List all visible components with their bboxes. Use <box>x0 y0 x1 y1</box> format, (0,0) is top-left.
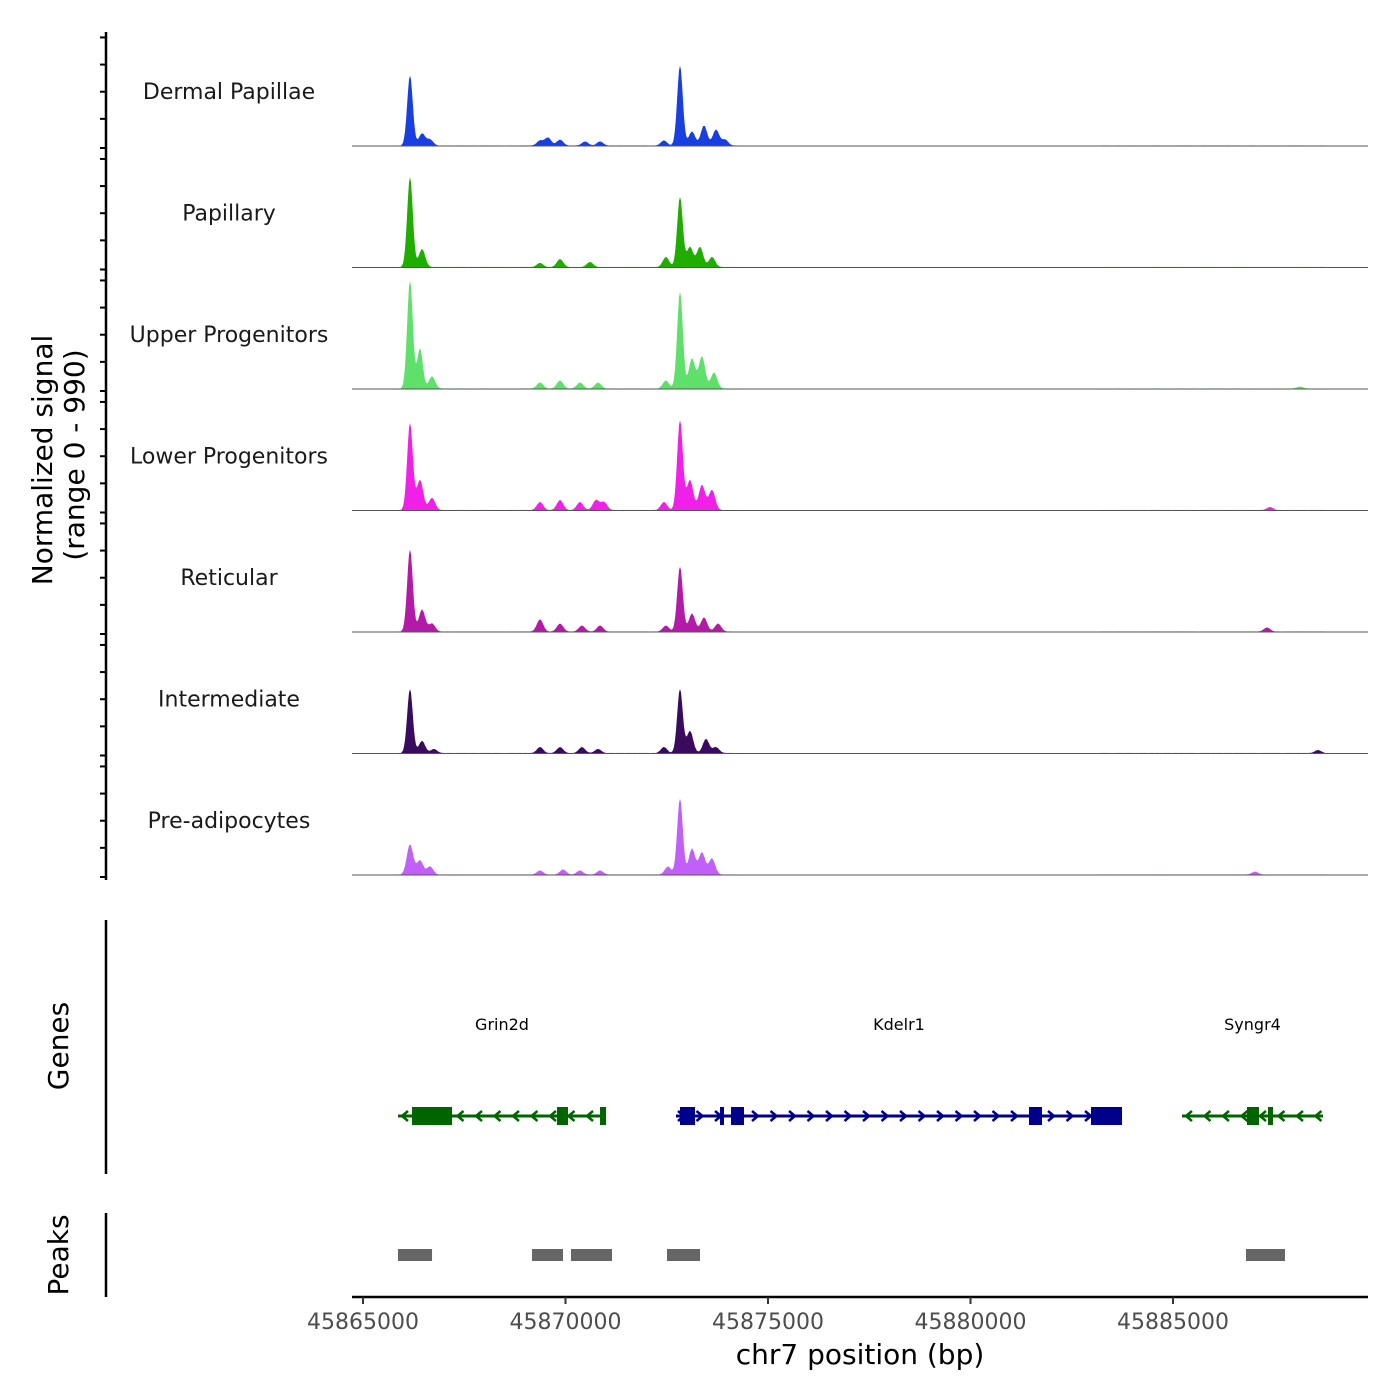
strand-arrow-icon <box>1065 1110 1075 1122</box>
x-tick-label: 45880000 <box>915 1310 1027 1335</box>
peak-region <box>398 1249 433 1261</box>
strand-arrow-icon <box>862 1110 871 1122</box>
peak-region <box>571 1249 613 1261</box>
track-label: Pre-adipocytes <box>148 809 311 834</box>
coverage-area <box>399 65 1325 146</box>
gene-exon <box>557 1107 569 1125</box>
gene-exon <box>730 1107 744 1125</box>
peak-region <box>1245 1249 1285 1261</box>
strand-arrow-icon <box>806 1110 816 1122</box>
strand-arrow-icon <box>1184 1110 1193 1122</box>
strand-arrow-icon <box>1258 1110 1267 1122</box>
strand-arrow-icon <box>1010 1110 1019 1122</box>
gene-grin2d: Grin2d <box>398 1015 607 1125</box>
strand-arrow-icon <box>474 1110 483 1122</box>
x-tick-label: 45875000 <box>712 1310 824 1335</box>
y-axis-title: Normalized signal <box>26 335 59 586</box>
genes-axis-title: Genes <box>42 1002 75 1090</box>
gene-label: Grin2d <box>475 1015 529 1034</box>
coverage-area <box>399 798 1325 875</box>
strand-arrow-icon <box>1313 1110 1323 1122</box>
gene-syngr4: Syngr4 <box>1181 1015 1324 1125</box>
strand-arrow-icon <box>1202 1110 1212 1122</box>
peaks-axis-title: Peaks <box>42 1214 75 1295</box>
strand-arrow-icon <box>843 1110 853 1122</box>
track-dermal-papillae: Dermal Papillae <box>143 65 1368 147</box>
gene-exon <box>1028 1107 1042 1125</box>
gene-exon <box>1090 1107 1123 1125</box>
gene-label: Kdelr1 <box>873 1015 925 1034</box>
strand-arrow-icon <box>825 1110 834 1122</box>
strand-arrow-icon <box>751 1110 760 1122</box>
coverage-area <box>399 549 1325 632</box>
gene-exon <box>412 1107 453 1125</box>
strand-arrow-icon <box>880 1110 890 1122</box>
signal-y-ticks <box>100 36 106 878</box>
x-tick-label: 45865000 <box>307 1310 419 1335</box>
strand-arrow-icon <box>548 1110 557 1122</box>
track-label: Upper Progenitors <box>130 323 329 348</box>
strand-arrow-icon <box>455 1110 465 1122</box>
strand-arrow-icon <box>1295 1110 1304 1122</box>
strand-arrow-icon <box>492 1110 502 1122</box>
strand-arrow-icon <box>1047 1110 1056 1122</box>
x-tick-label: 45885000 <box>1117 1310 1229 1335</box>
strand-arrow-icon <box>788 1110 797 1122</box>
strand-arrow-icon <box>769 1110 779 1122</box>
track-label: Reticular <box>180 566 278 591</box>
track-reticular: Reticular <box>180 549 1368 633</box>
gene-exon <box>1268 1107 1273 1125</box>
gene-kdelr1: Kdelr1 <box>675 1015 1123 1125</box>
track-label: Intermediate <box>158 688 300 713</box>
coverage-area <box>399 177 1325 268</box>
strand-arrow-icon <box>1221 1110 1230 1122</box>
gene-label: Syngr4 <box>1224 1015 1281 1034</box>
track-lower-progenitors: Lower Progenitors <box>130 420 1368 511</box>
coverage-tracks: Dermal Papillae Papillary Upper Progenitor… <box>130 65 1368 876</box>
gene-exon <box>720 1107 725 1125</box>
track-label: Dermal Papillae <box>143 80 315 105</box>
strand-arrow-icon <box>585 1110 594 1122</box>
strand-arrow-icon <box>1276 1110 1286 1122</box>
strand-arrow-icon <box>1239 1110 1249 1122</box>
x-tick-label: 45870000 <box>510 1310 622 1335</box>
strand-arrow-icon <box>899 1110 908 1122</box>
x-axis-ticks: 45865000 45870000 45875000 45880000 45885000 <box>307 1297 1229 1335</box>
gene-track: Grin2d Kdelr1 Syngr4 <box>398 1015 1324 1125</box>
gene-exon <box>600 1107 607 1125</box>
coverage-area <box>399 280 1325 389</box>
track-intermediate: Intermediate <box>158 688 1368 754</box>
coverage-area <box>399 420 1325 511</box>
strand-arrow-icon <box>566 1110 576 1122</box>
y-axis-subtitle: (range 0 - 990) <box>58 349 91 560</box>
gene-exon <box>1246 1107 1259 1125</box>
coverage-area <box>399 689 1325 754</box>
strand-arrow-icon <box>936 1110 945 1122</box>
strand-arrow-icon <box>973 1110 982 1122</box>
track-papillary: Papillary <box>182 177 1368 268</box>
strand-arrow-icon <box>954 1110 964 1122</box>
strand-arrow-icon <box>991 1110 1001 1122</box>
track-upper-progenitors: Upper Progenitors <box>130 280 1368 390</box>
gene-exon <box>680 1107 696 1125</box>
track-label: Papillary <box>182 202 276 227</box>
strand-arrow-icon <box>695 1110 705 1122</box>
strand-arrow-icon <box>511 1110 520 1122</box>
strand-arrow-icon <box>400 1110 409 1122</box>
peak-region <box>667 1249 701 1261</box>
peak-region <box>532 1249 564 1261</box>
strand-arrow-icon <box>917 1110 927 1122</box>
track-label: Lower Progenitors <box>130 445 328 470</box>
strand-arrow-icon <box>529 1110 539 1122</box>
track-pre-adipocytes: Pre-adipocytes <box>148 798 1368 876</box>
peak-track <box>398 1249 1285 1261</box>
x-axis-title: chr7 position (bp) <box>736 1338 985 1371</box>
